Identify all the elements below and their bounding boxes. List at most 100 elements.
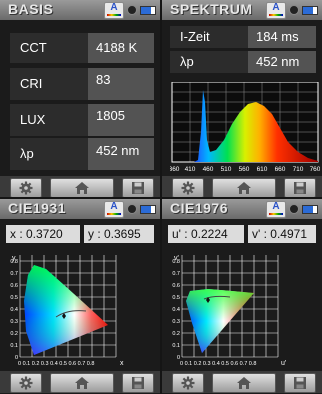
save-icon bbox=[132, 377, 144, 389]
spectrum-tick: 660 bbox=[275, 166, 286, 173]
cie1931-y-tick: 0.1 bbox=[10, 343, 18, 349]
cie1931-x-ticks: 0 0.1 0.2 0.3 0.4 0.5 0.6 0.7 0.8 bbox=[18, 361, 94, 367]
basis-settings-button[interactable] bbox=[10, 178, 42, 197]
spectrum-tick: 510 bbox=[221, 166, 232, 173]
cie1976-y-tick: 0.7 bbox=[172, 271, 180, 277]
cie1931-y-tick: 0.7 bbox=[10, 271, 18, 277]
cie1931-y-tick: 0.5 bbox=[10, 295, 18, 301]
cie1931-y-tick: 0.6 bbox=[10, 283, 18, 289]
cie1931-y-value: y : 0.3695 bbox=[84, 225, 154, 243]
cie1976-u-value: u' : 0.2224 bbox=[168, 225, 244, 243]
save-icon bbox=[132, 182, 144, 194]
auto-mode-icon[interactable]: A bbox=[104, 200, 124, 218]
auto-mode-icon[interactable]: A bbox=[104, 1, 124, 19]
auto-mode-icon[interactable]: A bbox=[266, 1, 286, 19]
spectrum-tick: 560 bbox=[239, 166, 250, 173]
cie1931-y-tick: 0.4 bbox=[10, 307, 18, 313]
cie1931-title: CIE1931 bbox=[8, 200, 66, 216]
cie1976-y-tick: 0.1 bbox=[172, 343, 180, 349]
cie1931-home-button[interactable] bbox=[50, 373, 114, 393]
spectrum-tick: 760 bbox=[310, 166, 320, 173]
cie1931-chromaticity-plot: y x 0.8 0.7 0.6 0.5 0.4 0.3 0.2 0.1 0 0 … bbox=[10, 255, 124, 367]
spektrum-home-button[interactable] bbox=[212, 178, 276, 197]
spectrum-tick: 610 bbox=[257, 166, 268, 173]
spektrum-titlebar: SPEKTRUM A bbox=[162, 0, 322, 20]
cie1976-v-value: v' : 0.4971 bbox=[248, 225, 316, 243]
basis-home-button[interactable] bbox=[50, 178, 114, 197]
cie1976-y-tick: 0.6 bbox=[172, 283, 180, 289]
home-icon bbox=[237, 377, 251, 389]
cie1976-coordbar: u' : 0.2224 v' : 0.4971 bbox=[168, 225, 316, 243]
cie1976-home-button[interactable] bbox=[212, 373, 276, 393]
record-dot-icon bbox=[289, 5, 299, 15]
gear-icon bbox=[19, 181, 33, 195]
cie1931-toolbar bbox=[0, 371, 160, 393]
record-dot-icon bbox=[127, 204, 137, 214]
record-dot-icon bbox=[127, 5, 137, 15]
cie1976-panel: CIE1976 A u' : 0.2224 v' : 0.4971 bbox=[162, 199, 322, 394]
save-icon bbox=[294, 182, 306, 194]
cie1976-x-ticks: 0 0.1 0.2 0.3 0.4 0.5 0.6 0.7 0.8 bbox=[180, 361, 256, 367]
cie1931-settings-button[interactable] bbox=[10, 373, 42, 393]
cie1976-chromaticity-plot: v' u' 0.8 0.7 0.6 0.5 0.4 0.3 0.2 0.1 0 … bbox=[172, 255, 286, 367]
cie1976-y-tick: 0.5 bbox=[172, 295, 180, 301]
battery-icon bbox=[302, 204, 318, 214]
cie1976-y-tick: 0.8 bbox=[172, 259, 180, 265]
gear-icon bbox=[181, 376, 195, 390]
cie1931-panel: CIE1931 A x : 0.3720 y : 0.3695 bbox=[0, 199, 160, 394]
cie1976-settings-button[interactable] bbox=[172, 373, 204, 393]
cie1976-title: CIE1976 bbox=[170, 200, 228, 216]
cie1976-save-button[interactable] bbox=[284, 373, 316, 393]
basis-value-cri: 83 bbox=[88, 68, 154, 100]
cie1931-save-button[interactable] bbox=[122, 373, 154, 393]
spectrum-curve bbox=[172, 90, 318, 162]
cie1976-y-tick: 0.4 bbox=[172, 307, 180, 313]
battery-icon bbox=[140, 204, 156, 214]
spektrum-settings-button[interactable] bbox=[172, 178, 204, 197]
spectrum-tick: 360 bbox=[170, 166, 180, 173]
spektrum-label-integration-time: I-Zeit bbox=[170, 26, 248, 48]
cie1931-titlebar: CIE1931 A bbox=[0, 199, 160, 219]
cie1931-measured-point bbox=[62, 313, 66, 319]
save-icon bbox=[294, 377, 306, 389]
spectrum-tick: 460 bbox=[203, 166, 214, 173]
cie1976-u-axis-label: u' bbox=[281, 360, 286, 367]
battery-icon bbox=[302, 5, 318, 15]
basis-toolbar bbox=[0, 176, 160, 197]
cie1931-y-tick: 0.2 bbox=[10, 331, 18, 337]
home-icon bbox=[75, 377, 89, 389]
cie1931-y-axis-label: y bbox=[12, 255, 16, 262]
basis-value-lux: 1805 bbox=[88, 104, 154, 136]
cie1931-x-value: x : 0.3720 bbox=[6, 225, 80, 243]
spectrum-tick: 410 bbox=[185, 166, 196, 173]
record-dot-icon bbox=[289, 204, 299, 214]
gear-icon bbox=[19, 376, 33, 390]
cie1931-planckian-locus bbox=[55, 310, 87, 318]
basis-save-button[interactable] bbox=[122, 178, 154, 197]
spektrum-save-button[interactable] bbox=[284, 178, 316, 197]
cie1976-y-tick: 0.2 bbox=[172, 331, 180, 337]
cie1976-titlebar: CIE1976 A bbox=[162, 199, 322, 219]
spektrum-label-lambda: λp bbox=[170, 51, 248, 73]
spektrum-title: SPEKTRUM bbox=[170, 1, 253, 17]
cie1976-planckian-locus bbox=[203, 295, 231, 300]
basis-titlebar: BASIS A bbox=[0, 0, 160, 20]
battery-icon bbox=[140, 5, 156, 15]
cie1931-y-tick: 0.8 bbox=[10, 259, 18, 265]
home-icon bbox=[237, 182, 251, 194]
basis-value-lambda: 452 nm bbox=[88, 138, 154, 170]
spektrum-panel: SPEKTRUM A I-Zeit 184 ms λp 452 nm bbox=[162, 0, 322, 197]
cie1976-y-tick: 0 bbox=[177, 355, 180, 361]
cie1931-coordbar: x : 0.3720 y : 0.3695 bbox=[6, 225, 154, 243]
gear-icon bbox=[181, 181, 195, 195]
spectrum-tick: 710 bbox=[293, 166, 304, 173]
basis-panel: BASIS A CCT 4188 K CRI 83 LUX 1805 λp 45… bbox=[0, 0, 160, 197]
cie1976-measured-point bbox=[206, 297, 210, 303]
auto-mode-icon[interactable]: A bbox=[266, 200, 286, 218]
basis-label-cct: CCT bbox=[10, 33, 88, 63]
basis-label-lambda: λp bbox=[10, 138, 88, 170]
spektrum-toolbar bbox=[162, 176, 322, 197]
cie1931-x-axis-label: x bbox=[120, 360, 124, 367]
basis-title: BASIS bbox=[8, 1, 54, 17]
home-icon bbox=[75, 182, 89, 194]
